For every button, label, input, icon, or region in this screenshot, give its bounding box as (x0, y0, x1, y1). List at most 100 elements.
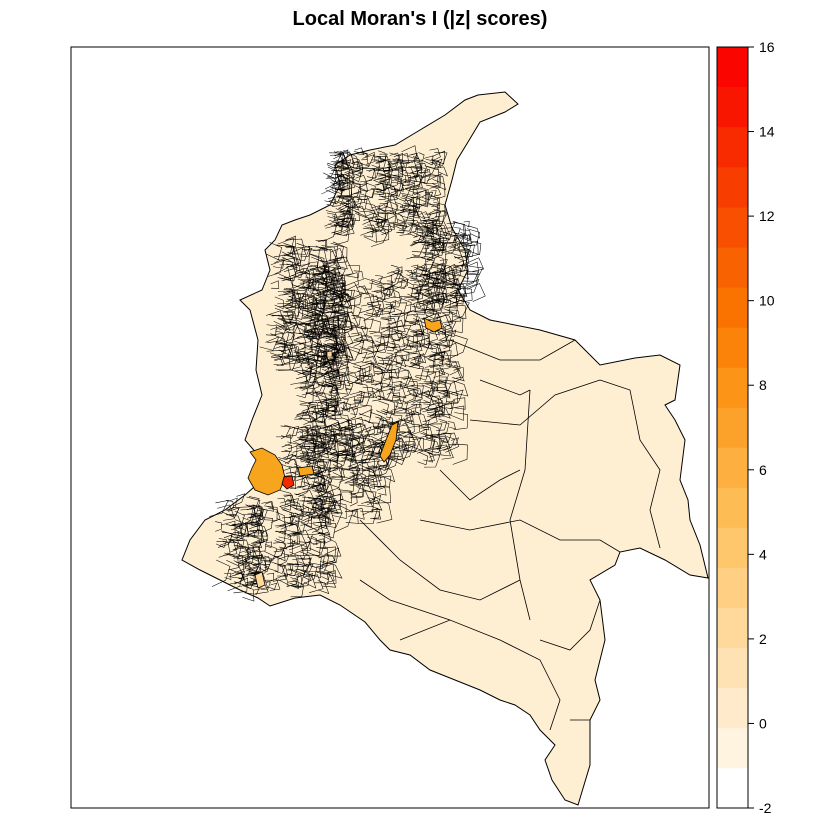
municipality-boundary (312, 409, 324, 421)
municipality-boundary (384, 269, 403, 290)
municipality-boundary (393, 166, 404, 177)
municipality-boundary (398, 383, 411, 398)
municipality-boundary (447, 390, 459, 405)
municipality-boundary (320, 427, 336, 452)
municipality-boundary (429, 407, 436, 417)
municipality-boundary (383, 210, 399, 226)
municipality-boundary (283, 257, 298, 268)
municipality-boundary (380, 410, 393, 422)
municipality-boundary (376, 308, 383, 315)
municipality-boundary (245, 496, 260, 510)
municipality-boundary (291, 246, 311, 267)
municipality-boundary (364, 304, 382, 318)
municipality-boundary (434, 292, 445, 303)
municipality-boundary (423, 219, 435, 232)
municipality-boundary (336, 151, 356, 166)
municipality-boundary (328, 259, 339, 272)
colorbar-tick-label: 16 (759, 39, 775, 55)
municipality-boundary (346, 265, 361, 279)
municipality-boundary (360, 459, 376, 474)
colorbar-tick-label: 6 (759, 462, 767, 478)
municipality-boundary (425, 423, 443, 440)
municipality-boundary (410, 286, 418, 295)
municipality-boundary (393, 277, 403, 290)
municipality-boundary (320, 288, 330, 297)
municipality-boundary (322, 547, 339, 565)
municipality-boundary (404, 189, 421, 210)
municipality-boundary (316, 475, 335, 496)
municipality-boundary (304, 294, 318, 310)
municipality-boundary (343, 407, 356, 421)
municipality-boundary (269, 352, 284, 366)
municipality-boundary (404, 313, 418, 326)
municipality-boundary (324, 371, 340, 386)
municipality-boundary (421, 192, 434, 201)
municipality-boundary (334, 451, 349, 463)
dense-municipal-mesh (209, 145, 486, 602)
municipality-boundary (310, 535, 318, 545)
colorbar-cell (717, 447, 748, 488)
municipality-boundary (296, 410, 312, 424)
municipality-boundary (315, 433, 332, 449)
municipality-boundary (295, 439, 317, 459)
municipality-boundary (453, 269, 469, 285)
municipality-boundary (412, 437, 424, 453)
municipality-boundary (371, 510, 382, 520)
municipality-boundary (303, 405, 317, 416)
municipality-boundary (330, 434, 355, 459)
municipality-boundary (233, 536, 245, 549)
municipality-boundary (284, 311, 293, 320)
municipality-boundary (377, 175, 391, 192)
municipality-boundary (331, 371, 351, 387)
municipality-boundary (219, 539, 238, 556)
municipality-boundary (307, 449, 316, 460)
municipality-boundary (333, 216, 353, 236)
municipality-boundary (442, 311, 454, 323)
municipality-boundary (404, 403, 418, 415)
municipality-boundary (373, 179, 385, 195)
municipality-boundary (265, 324, 277, 336)
municipality-boundary (292, 493, 306, 508)
municipality-boundary (233, 493, 246, 507)
colorbar-tick-label: 2 (759, 631, 767, 647)
municipality-boundary (316, 554, 330, 567)
municipality-boundary (301, 504, 323, 531)
municipality-boundary (311, 505, 326, 533)
municipality-boundary (426, 202, 440, 225)
municipality-boundary (353, 315, 367, 330)
municipality-boundary (406, 241, 427, 260)
municipality-boundary (402, 432, 422, 452)
municipality-boundary (273, 547, 285, 558)
municipality-boundary (339, 441, 354, 461)
municipality-boundary (387, 342, 396, 352)
municipality-boundary (275, 538, 288, 550)
municipality-boundary (250, 530, 264, 546)
municipality-boundary (405, 174, 418, 184)
municipality-boundary (428, 190, 437, 198)
municipality-boundary (290, 577, 299, 588)
colorbar-cell (717, 647, 748, 689)
municipality-boundary (316, 391, 328, 402)
municipality-boundary (327, 348, 345, 369)
municipality-boundary (335, 208, 346, 224)
municipality-boundary (447, 421, 456, 430)
municipality-boundary (324, 183, 337, 195)
municipality-boundary (394, 202, 405, 215)
municipality-boundary (373, 156, 392, 181)
municipality-boundary (298, 483, 311, 497)
municipality-boundary (253, 555, 263, 565)
municipality-boundary (444, 323, 454, 335)
municipality-boundary (362, 343, 381, 358)
municipality-boundary (414, 165, 423, 174)
municipality-boundary (387, 280, 394, 289)
municipality-boundary (365, 212, 380, 224)
colorbar-cells (717, 47, 748, 809)
municipality-boundary (270, 280, 280, 289)
municipality-boundary (287, 354, 313, 372)
municipality-boundary (432, 269, 447, 285)
municipality-boundary (422, 423, 430, 431)
municipality-boundary (452, 266, 462, 277)
municipality-boundary (441, 284, 459, 299)
municipality-boundary (427, 226, 448, 243)
municipality-boundary (298, 303, 324, 326)
